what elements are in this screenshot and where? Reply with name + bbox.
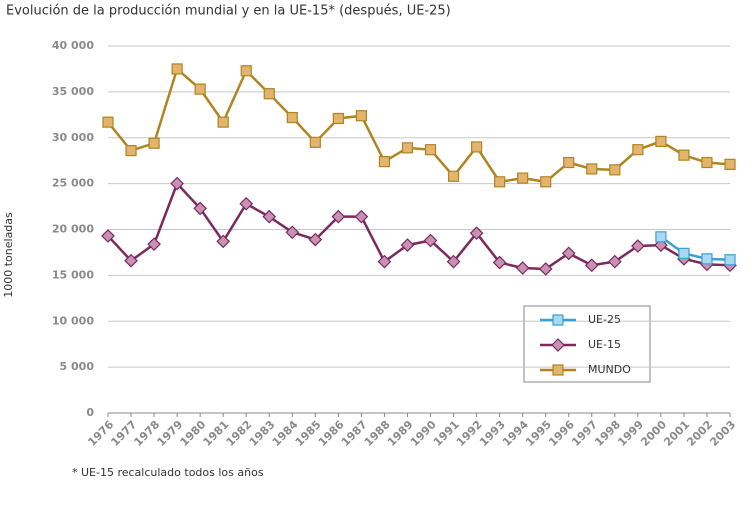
data-point: [147, 237, 161, 252]
legend-label: UE-15: [588, 338, 621, 351]
data-point: [631, 239, 645, 253]
legend-marker: [552, 364, 564, 376]
data-point: [286, 111, 298, 124]
data-point: [515, 261, 530, 275]
data-point: [217, 116, 229, 128]
series-line: [107, 181, 731, 271]
data-point: [701, 253, 713, 265]
data-point: [332, 112, 344, 125]
data-point: [262, 209, 277, 224]
data-point: [308, 232, 323, 247]
data-point: [561, 246, 576, 261]
series-line: [107, 66, 731, 184]
data-point: [724, 254, 736, 266]
data-point: [309, 136, 321, 148]
data-point: [124, 253, 138, 268]
footnote: * UE-15 recalculado todos los años: [72, 466, 264, 479]
data-point: [607, 254, 622, 269]
data-point: [724, 158, 736, 170]
legend-label: MUNDO: [588, 363, 631, 376]
data-point: [586, 163, 598, 175]
data-point: [148, 137, 160, 149]
data-point: [609, 164, 621, 176]
data-point: [470, 141, 483, 153]
data-point: [446, 254, 461, 269]
data-point: [285, 225, 300, 240]
y-tick-label: 10 000: [52, 314, 94, 327]
data-point: [171, 63, 183, 75]
data-point: [101, 229, 115, 243]
data-point: [424, 144, 437, 156]
data-point: [194, 83, 206, 95]
data-point: [492, 255, 507, 270]
x-tick-label: 2003: [707, 418, 738, 449]
y-tick-label: 20 000: [52, 223, 94, 236]
y-tick-label: 15 000: [52, 268, 94, 281]
data-point: [193, 201, 207, 216]
data-point: [378, 156, 391, 168]
data-point: [538, 262, 553, 276]
data-point: [678, 247, 690, 259]
data-point: [401, 142, 414, 154]
data-point: [354, 209, 369, 224]
y-tick-label: 40 000: [52, 39, 94, 52]
data-point: [355, 110, 368, 122]
data-point: [469, 226, 484, 241]
data-point: [400, 238, 415, 252]
data-point: [423, 233, 438, 248]
data-point: [263, 88, 275, 100]
chart-title: Evolución de la producción mundial y en …: [6, 4, 451, 19]
data-point: [239, 196, 254, 211]
y-tick-label: 35 000: [52, 85, 94, 98]
data-point: [377, 254, 392, 269]
y-tick-label: 0: [86, 406, 94, 419]
data-point: [331, 209, 346, 224]
y-tick-label: 5 000: [60, 360, 95, 373]
legend-marker: [551, 338, 565, 352]
series-line: [660, 235, 731, 262]
data-point: [494, 176, 506, 188]
y-axis-label: 1000 toneladas: [2, 212, 15, 298]
data-point: [584, 258, 599, 273]
y-tick-label: 25 000: [52, 177, 94, 190]
data-point: [240, 65, 252, 77]
data-point: [563, 156, 575, 169]
data-point: [125, 144, 137, 157]
data-point: [102, 116, 114, 128]
legend-marker: [552, 314, 564, 326]
data-point: [678, 149, 690, 161]
y-tick-label: 30 000: [52, 131, 94, 144]
data-point: [517, 172, 529, 184]
data-point: [655, 135, 667, 148]
data-point: [216, 234, 231, 249]
legend-label: UE-25: [588, 313, 621, 326]
data-point: [655, 231, 667, 243]
data-point: [632, 144, 644, 156]
data-point: [540, 176, 552, 188]
data-point: [170, 176, 184, 191]
data-point: [447, 170, 460, 182]
data-point: [701, 156, 713, 169]
